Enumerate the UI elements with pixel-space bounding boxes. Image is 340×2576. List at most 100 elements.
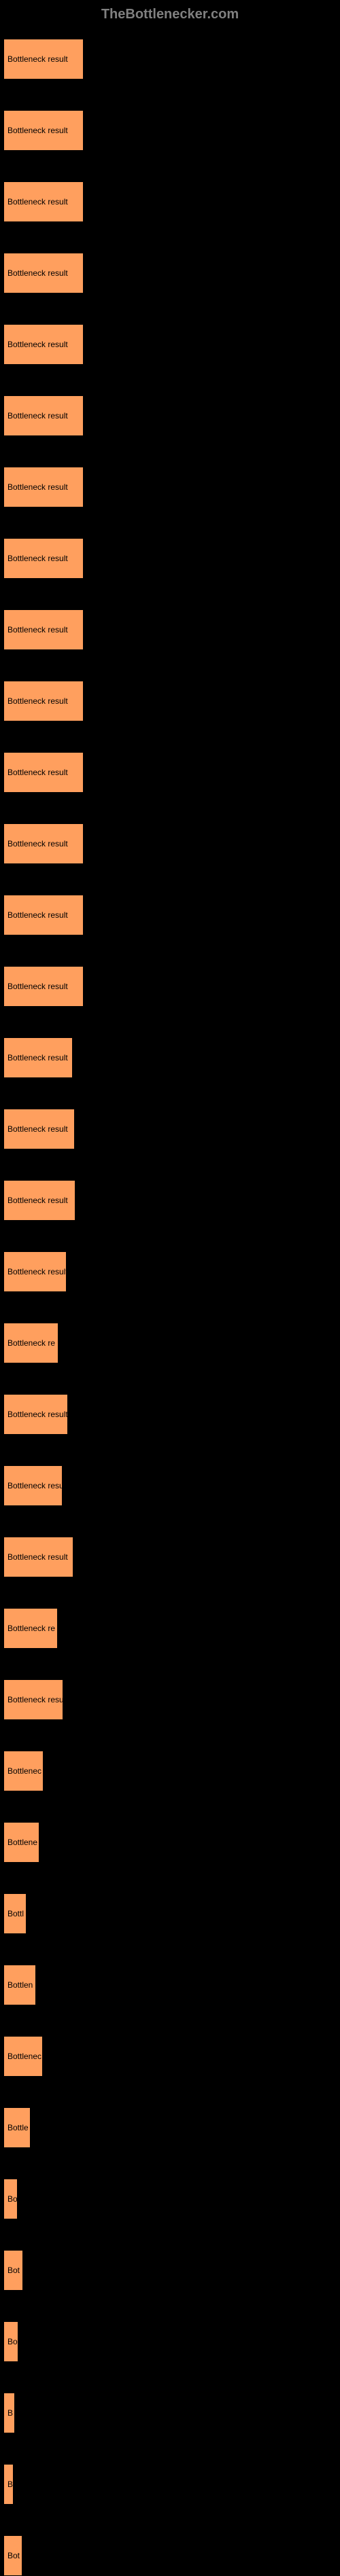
bar-row: Bo	[3, 2179, 340, 2219]
bar-label: Bottleneck result	[7, 197, 68, 207]
bar-row: Bottleneck result	[3, 324, 340, 365]
bar-label: Bottle	[7, 2123, 29, 2132]
bar: Bottleneck result	[3, 1394, 68, 1435]
bar-label: Bottleneck result	[7, 482, 68, 492]
bar: Bottleneck result	[3, 39, 84, 79]
bar-label: Bottleneck result	[7, 982, 68, 991]
bar-label: Bottlen	[7, 1980, 33, 1990]
bar-row: Bottlen	[3, 1965, 340, 2005]
bar-row: B	[3, 2464, 340, 2505]
bar-row: Bottle	[3, 2107, 340, 2148]
bar-row: Bottleneck result	[3, 395, 340, 436]
bar-label: Bottleneck re	[7, 1338, 55, 1348]
bar: Bottleneck result	[3, 1180, 75, 1221]
bar: Bo	[3, 2179, 18, 2219]
bar-row: Bottleneck result	[3, 538, 340, 579]
bar: Bottlenec	[3, 2036, 43, 2077]
bar-row: Bottleneck result	[3, 1537, 340, 1577]
bar-label: Bottleneck result	[7, 1053, 68, 1062]
bar-label: Bottleneck result	[7, 340, 68, 349]
bar: Bottl	[3, 1893, 27, 1934]
bar-label: Bottleneck result	[7, 696, 68, 706]
bar-label: B	[7, 2408, 13, 2418]
bar: Bo	[3, 2321, 18, 2362]
bar-label: Bottleneck result	[7, 1124, 68, 1134]
bar-label: B	[7, 2480, 13, 2489]
bar: Bottleneck result	[3, 110, 84, 151]
bar: Bottleneck result	[3, 895, 84, 935]
bar-label: Bottleneck result	[7, 54, 68, 64]
bar: Bottleneck result	[3, 253, 84, 293]
bar: Bottlene	[3, 1822, 39, 1863]
bar-row: Bot	[3, 2535, 340, 2576]
bar: Bottlenec	[3, 1751, 44, 1791]
bar-label: Bottleneck result	[7, 268, 68, 278]
bar: Bottleneck result	[3, 395, 84, 436]
bar-label: Bottleneck result	[7, 1552, 68, 1562]
bar-row: Bottlene	[3, 1822, 340, 1863]
bar-label: Bottleneck result	[7, 1410, 68, 1419]
bar-label: Bottlenec	[7, 2052, 41, 2061]
bar-row: B	[3, 2393, 340, 2433]
bar-row: Bottleneck result	[3, 681, 340, 721]
bar: B	[3, 2393, 15, 2433]
bar: Bottleneck re	[3, 1323, 58, 1363]
bar-row: Bo	[3, 2321, 340, 2362]
bar: Bottleneck result	[3, 966, 84, 1007]
bar-label: Bottleneck resu	[7, 1481, 63, 1490]
bar-row: Bottleneck result	[3, 181, 340, 222]
bar: Bottle	[3, 2107, 31, 2148]
bar-row: Bottleneck result	[3, 966, 340, 1007]
bar-label: Bottleneck result	[7, 625, 68, 634]
bar-row: Bottleneck result	[3, 895, 340, 935]
bar: Bottleneck result	[3, 681, 84, 721]
bar-row: Bottleneck result	[3, 1109, 340, 1149]
bar-chart: Bottleneck result Bottleneck result Bottle…	[0, 39, 340, 2576]
bar-row: Bottleneck result	[3, 823, 340, 864]
bar: Bottleneck resu	[3, 1465, 63, 1506]
bar: Bottlen	[3, 1965, 36, 2005]
bar: Bottleneck result	[3, 1037, 73, 1078]
bar-row: Bottleneck result	[3, 1037, 340, 1078]
bar-label: Bottleneck resu	[7, 1695, 63, 1704]
bar: Bottleneck result	[3, 1251, 67, 1292]
bar-label: Bottleneck result	[7, 1196, 68, 1205]
bar-row: Bottleneck result	[3, 39, 340, 79]
bar: Bottleneck resu	[3, 1679, 63, 1720]
bar-row: Bottleneck result	[3, 609, 340, 650]
bar-label: Bot	[7, 2551, 20, 2560]
bar-label: Bottleneck result	[7, 126, 68, 135]
bar: Bot	[3, 2250, 23, 2291]
bar: Bottleneck result	[3, 467, 84, 507]
bar-row: Bottleneck result	[3, 467, 340, 507]
bar: Bottleneck result	[3, 181, 84, 222]
bar: Bottleneck result	[3, 538, 84, 579]
bar: Bottleneck result	[3, 752, 84, 793]
bar: Bot	[3, 2535, 22, 2576]
bar-label: Bottleneck result	[7, 839, 68, 848]
bar-label: Bottl	[7, 1909, 24, 1918]
bar-row: Bottleneck resu	[3, 1465, 340, 1506]
bar: Bottleneck re	[3, 1608, 58, 1649]
bar-label: Bottleneck result	[7, 768, 68, 777]
bar-row: Bottleneck re	[3, 1323, 340, 1363]
bar: Bottleneck result	[3, 324, 84, 365]
bar-row: Bottlenec	[3, 2036, 340, 2077]
bar-row: Bot	[3, 2250, 340, 2291]
bar-row: Bottleneck resu	[3, 1679, 340, 1720]
bar-label: Bottlene	[7, 1838, 37, 1847]
bar-label: Bottleneck result	[7, 910, 68, 920]
bar-row: Bottleneck result	[3, 752, 340, 793]
bar-label: Bottleneck re	[7, 1624, 55, 1633]
bar-row: Bottleneck result	[3, 1394, 340, 1435]
bar-label: Bottleneck result	[7, 411, 68, 421]
bar: B	[3, 2464, 14, 2505]
bar: Bottleneck result	[3, 823, 84, 864]
bar-row: Bottleneck result	[3, 253, 340, 293]
bar: Bottleneck result	[3, 1109, 75, 1149]
bar-label: Bottleneck result	[7, 1267, 67, 1276]
bar-row: Bottleneck result	[3, 110, 340, 151]
bar-label: Bottlenec	[7, 1766, 41, 1776]
bar-label: Bot	[7, 2266, 20, 2275]
bar-row: Bottleneck re	[3, 1608, 340, 1649]
